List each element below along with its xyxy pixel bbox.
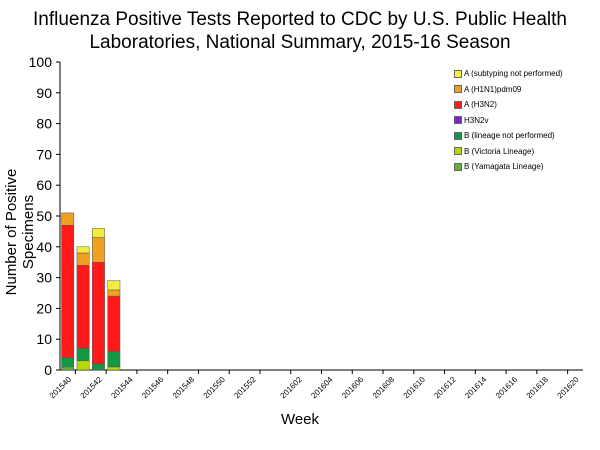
- bar-segment: [61, 224, 75, 358]
- bar-segment: [76, 252, 90, 266]
- bar-segment: [76, 348, 90, 362]
- y-tick-label: 90: [36, 85, 52, 101]
- bar-segment: [92, 237, 105, 263]
- y-tick-label: 80: [36, 116, 52, 132]
- bar-segment: [107, 295, 121, 352]
- bar-segment: [61, 366, 75, 371]
- legend-swatch: [454, 69, 462, 78]
- bar-segment: [92, 261, 105, 365]
- legend-item: A (subtyping not performed): [454, 66, 563, 82]
- legend-label: A (subtyping not performed): [464, 69, 563, 78]
- x-tick-label: 201540: [48, 375, 74, 401]
- x-tick-label: 201606: [340, 375, 366, 401]
- legend-swatch: [454, 162, 462, 171]
- legend-item: H3N2v: [454, 113, 563, 129]
- chart-title: Influenza Positive Tests Reported to CDC…: [32, 9, 567, 53]
- y-tick-label: 30: [36, 270, 52, 286]
- y-tick-label: 100: [29, 54, 53, 70]
- bar-segment: [76, 265, 90, 349]
- x-tick-label: 201552: [232, 375, 258, 401]
- x-tick-label: 201550: [202, 375, 228, 401]
- x-tick-label: 201544: [109, 375, 135, 401]
- bar-segment: [76, 246, 90, 254]
- x-tick-label: 201548: [171, 375, 197, 401]
- x-tick-label: 201546: [140, 375, 166, 401]
- legend-label: A (H1N1)pdm09: [464, 84, 522, 94]
- y-tick-label: 20: [36, 300, 52, 316]
- legend-label: H3N2v: [464, 115, 489, 125]
- bar-segment: [76, 360, 90, 371]
- x-tick-label: 201620: [555, 375, 581, 401]
- x-tick-label: 201602: [279, 375, 305, 401]
- legend-item: A (H3N2): [454, 97, 563, 113]
- legend-swatch: [454, 85, 462, 94]
- bar-segment: [107, 280, 121, 291]
- x-tick-label: 201604: [309, 375, 335, 401]
- legend-item: B (lineage not performed): [454, 128, 563, 144]
- bar-segment: [92, 363, 105, 371]
- legend-item: A (H1N1)pdm09: [454, 82, 563, 98]
- x-tick-label: 201616: [494, 375, 520, 401]
- y-tick-label: 10: [36, 331, 52, 347]
- y-tick-label: 60: [36, 177, 52, 193]
- legend-item: B (Victoria Lineage): [454, 144, 563, 160]
- legend-label: A (H3N2): [464, 100, 497, 109]
- y-tick-label: 40: [36, 239, 52, 255]
- x-tick-label: 201542: [79, 375, 105, 401]
- legend-swatch: [454, 147, 462, 156]
- bar-segment: [61, 357, 75, 368]
- x-tick-label: 201608: [371, 375, 397, 401]
- legend: A (subtyping not performed) A (H1N1)pdm09…: [454, 66, 563, 175]
- x-axis-label: Week: [280, 411, 320, 428]
- x-tick-label: 201618: [525, 375, 551, 401]
- x-tick-label: 201612: [432, 375, 458, 401]
- legend-label: B (lineage not performed): [464, 131, 555, 140]
- y-tick-label: 50: [36, 208, 52, 224]
- y-tick-label: 70: [36, 146, 52, 162]
- x-tick-label: 201614: [463, 375, 489, 401]
- bar-segment: [61, 212, 75, 226]
- bar-segment: [107, 351, 121, 368]
- bar-segment: [107, 366, 121, 371]
- legend-swatch: [454, 131, 462, 140]
- legend-swatch: [454, 100, 462, 109]
- y-tick-label: 0: [44, 362, 52, 378]
- legend-item: B (Yamagata Lineage): [454, 159, 563, 175]
- legend-swatch: [454, 116, 462, 125]
- bar-segment: [92, 228, 105, 238]
- legend-label: B (Yamagata Lineage): [464, 162, 544, 171]
- x-tick-label: 201610: [402, 375, 428, 401]
- bar-segment: [107, 289, 121, 297]
- legend-label: B (Victoria Lineage): [464, 146, 535, 156]
